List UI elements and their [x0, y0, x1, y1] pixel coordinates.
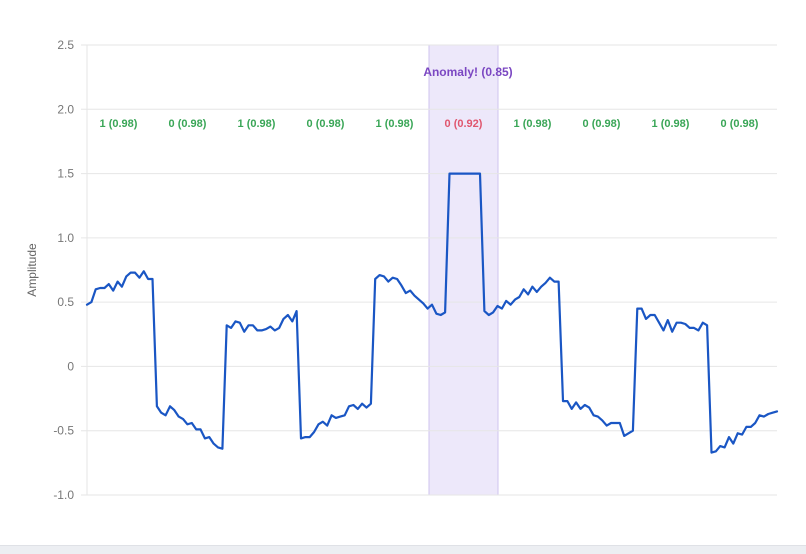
y-tick-label: 1.5	[57, 167, 74, 181]
segment-label: 1 (0.98)	[514, 118, 552, 130]
segment-label: 0 (0.92)	[445, 118, 483, 130]
anomaly-band-layer	[428, 44, 499, 496]
y-tick-label: 2.5	[57, 38, 74, 52]
y-tick-label: 1.0	[57, 231, 74, 245]
segment-label: 0 (0.98)	[583, 118, 621, 130]
anomaly-annotation: Anomaly! (0.85)	[423, 65, 512, 79]
segment-labels: 1 (0.98) 0 (0.98) 1 (0.98) 0 (0.98) 1 (0.98)…	[100, 118, 759, 130]
segment-label: 1 (0.98)	[238, 118, 276, 130]
anomaly-highlight-band	[428, 44, 499, 496]
bottom-scroll-bar	[0, 545, 806, 554]
y-tick-label: 0.5	[57, 295, 74, 309]
gridlines	[81, 44, 777, 496]
y-axis-ticks: 2.5 2.0 1.5 1.0 0.5 0 -0.5 -1.0	[53, 38, 74, 502]
y-tick-label: -1.0	[53, 488, 74, 502]
segment-label: 0 (0.98)	[721, 118, 759, 130]
segment-label: 0 (0.98)	[169, 118, 207, 130]
segment-label: 0 (0.98)	[307, 118, 345, 130]
segment-label: 1 (0.98)	[100, 118, 138, 130]
y-tick-label: -0.5	[53, 424, 74, 438]
segment-label: 1 (0.98)	[376, 118, 414, 130]
y-axis-title: Amplitude	[25, 243, 39, 297]
y-tick-label: 2.0	[57, 102, 74, 116]
amplitude-series-line	[85, 172, 779, 454]
y-tick-label: 0	[67, 359, 74, 373]
segment-label: 1 (0.98)	[652, 118, 690, 130]
